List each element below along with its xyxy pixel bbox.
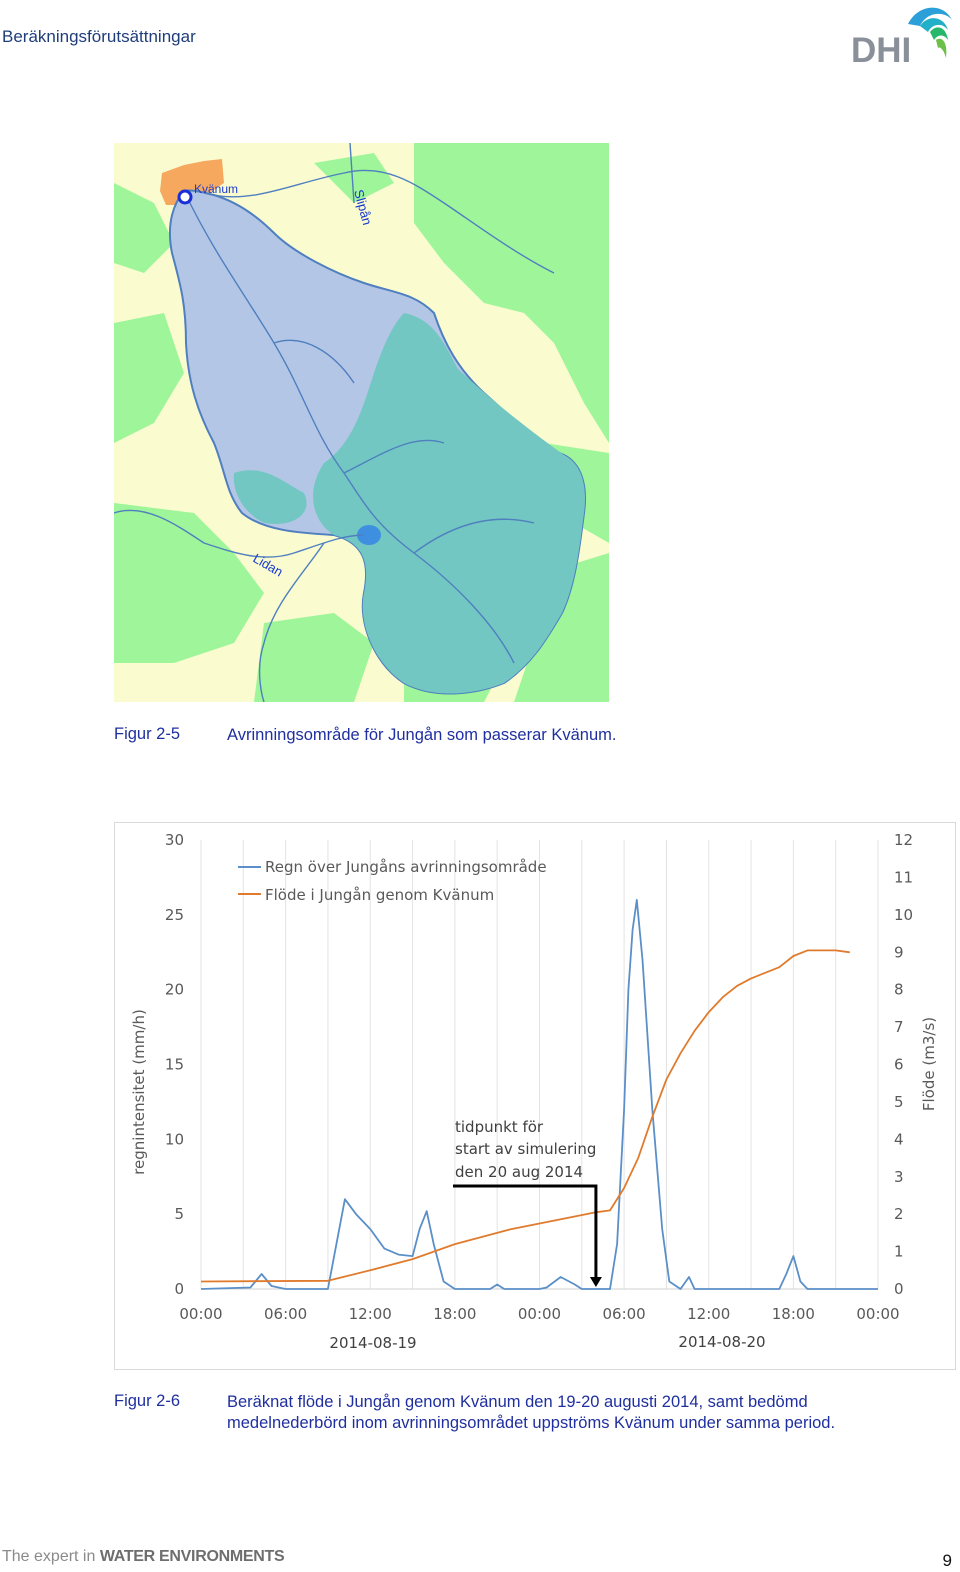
y-tick-left: 0 bbox=[174, 1280, 184, 1298]
x-tick: 06:00 bbox=[603, 1305, 646, 1323]
figure-text: Avrinningsområde för Jungån som passerar… bbox=[227, 726, 617, 744]
y-tick-right: 11 bbox=[894, 868, 913, 886]
x-tick: 06:00 bbox=[264, 1305, 307, 1323]
legend-label-rain: Regn över Jungåns avrinningsområde bbox=[265, 858, 547, 876]
y-tick-right: 10 bbox=[894, 906, 913, 924]
annotation-line-1: tidpunkt för bbox=[455, 1118, 544, 1136]
y-axis-left-label: regnintensitet (mm/h) bbox=[130, 1009, 148, 1175]
series-line-flow bbox=[200, 949, 850, 1283]
annotation-arrowhead bbox=[589, 1277, 602, 1287]
series-line-rain bbox=[200, 899, 878, 1290]
x-date-label-2: 2014-08-20 bbox=[678, 1333, 765, 1351]
y-tick-right: 0 bbox=[894, 1280, 904, 1298]
footer-brand-prefix: The expert in bbox=[2, 1548, 100, 1565]
x-tick: 00:00 bbox=[856, 1305, 899, 1323]
annotation-line-3: den 20 aug 2014 bbox=[455, 1163, 583, 1181]
y-axis-right-label: Flöde (m3/s) bbox=[920, 1017, 938, 1111]
y-tick-right: 4 bbox=[894, 1130, 904, 1148]
chart-series bbox=[200, 899, 878, 1290]
annotation-arrow-icon bbox=[453, 1184, 598, 1281]
y-tick-left: 20 bbox=[165, 981, 184, 999]
x-tick: 00:00 bbox=[518, 1305, 561, 1323]
y-axis-left-ticks: 0 5 10 15 20 25 30 bbox=[165, 831, 184, 1298]
legend: Regn över Jungåns avrinningsområde Flöde… bbox=[238, 858, 547, 904]
svg-text:Kvänum: Kvänum bbox=[194, 182, 238, 196]
y-tick-right: 7 bbox=[894, 1018, 904, 1036]
y-tick-left: 15 bbox=[165, 1056, 184, 1074]
x-date-label-1: 2014-08-19 bbox=[329, 1334, 416, 1352]
page-header-title: Beräkningsförutsättningar bbox=[2, 27, 196, 46]
y-tick-right: 3 bbox=[894, 1168, 904, 1186]
chart-grid bbox=[200, 840, 879, 1290]
y-tick-left: 30 bbox=[165, 831, 184, 849]
catchment-forest-part bbox=[313, 313, 586, 694]
y-tick-left: 25 bbox=[165, 906, 184, 924]
x-tick: 12:00 bbox=[349, 1305, 392, 1323]
annotation: tidpunkt för start av simulering den 20 … bbox=[453, 1118, 602, 1287]
y-tick-right: 8 bbox=[894, 981, 904, 999]
svg-text:DHI: DHI bbox=[851, 31, 911, 66]
y-tick-right: 9 bbox=[894, 943, 904, 961]
y-tick-right: 5 bbox=[894, 1093, 904, 1111]
y-tick-left: 5 bbox=[174, 1205, 184, 1223]
figure-text: Beräknat flöde i Jungån genom Kvänum den… bbox=[227, 1393, 836, 1432]
y-tick-left: 10 bbox=[165, 1130, 184, 1148]
page-number: 9 bbox=[942, 1551, 952, 1570]
dhi-logo: DHI bbox=[851, 7, 952, 66]
x-tick: 18:00 bbox=[772, 1305, 815, 1323]
y-tick-right: 12 bbox=[894, 831, 913, 849]
figure-number: Figur 2-5 bbox=[114, 725, 181, 743]
kvanum-marker-icon bbox=[177, 189, 193, 205]
x-tick: 00:00 bbox=[179, 1305, 222, 1323]
x-tick: 18:00 bbox=[433, 1305, 476, 1323]
catchment-map: Kvänum Slipån Lidan bbox=[114, 143, 609, 702]
y-tick-right: 6 bbox=[894, 1056, 904, 1074]
y-tick-right: 1 bbox=[894, 1243, 904, 1261]
logo-wave-icon bbox=[908, 7, 952, 26]
figure-number: Figur 2-6 bbox=[114, 1392, 181, 1410]
annotation-line-2: start av simulering bbox=[455, 1140, 596, 1158]
x-axis-ticks: 00:00 06:00 12:00 18:00 00:00 06:00 12:00 18:00… bbox=[179, 1305, 899, 1323]
footer-brand-bold: WATER ENVIRONMENTS bbox=[99, 1548, 285, 1565]
x-tick: 12:00 bbox=[687, 1305, 730, 1323]
y-tick-right: 2 bbox=[894, 1205, 904, 1223]
legend-label-flow: Flöde i Jungån genom Kvänum bbox=[265, 886, 494, 904]
footer-brand: The expert in WATER ENVIRONMENTS bbox=[2, 1548, 285, 1566]
lake bbox=[357, 525, 381, 545]
